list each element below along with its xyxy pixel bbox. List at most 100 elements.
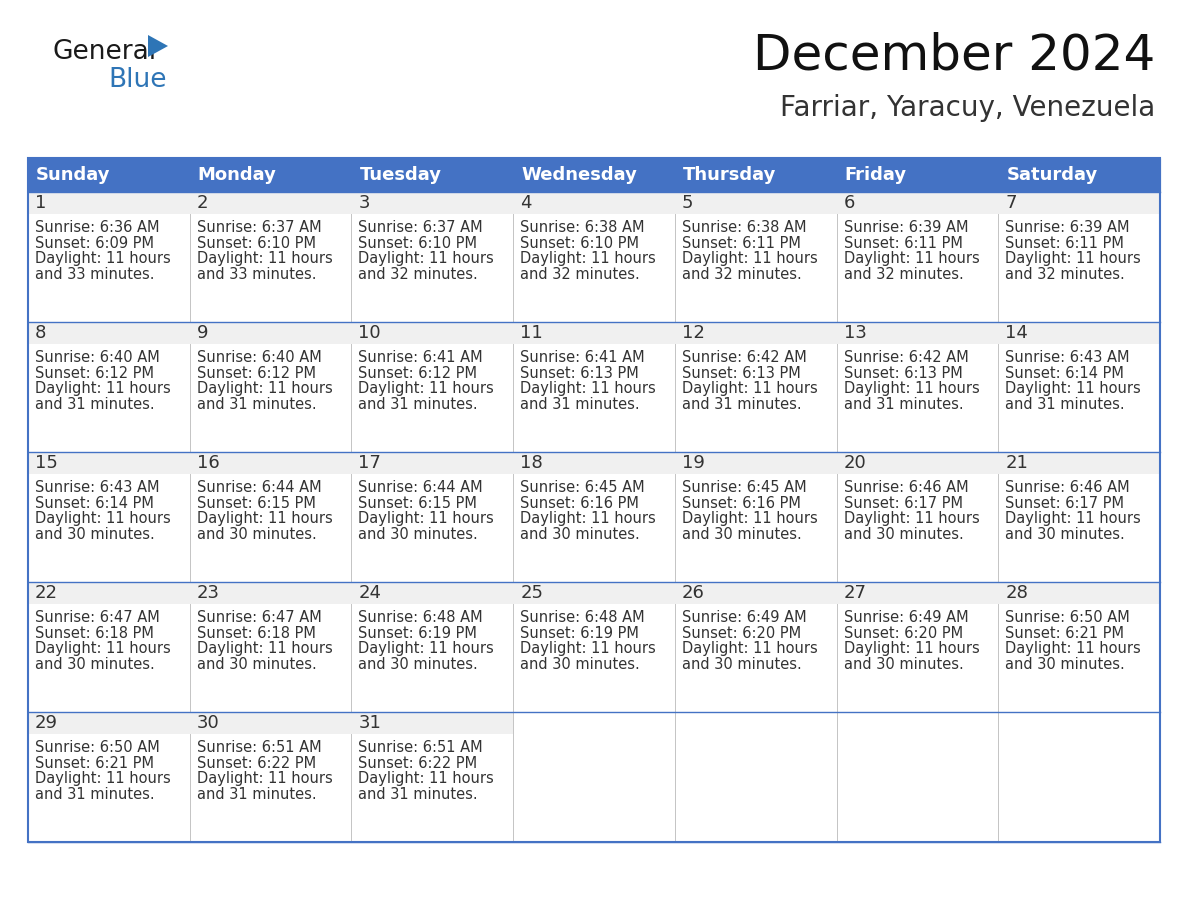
Text: Tuesday: Tuesday	[360, 166, 442, 184]
Text: and 31 minutes.: and 31 minutes.	[34, 397, 154, 412]
Text: and 32 minutes.: and 32 minutes.	[682, 267, 802, 282]
Text: Sunset: 6:10 PM: Sunset: 6:10 PM	[520, 236, 639, 251]
Text: Sunrise: 6:44 AM: Sunrise: 6:44 AM	[197, 480, 321, 496]
Bar	[513, 192, 675, 322]
Bar	[513, 452, 675, 474]
Bar	[190, 322, 352, 452]
Bar	[352, 322, 513, 344]
Text: Sunrise: 6:39 AM: Sunrise: 6:39 AM	[843, 220, 968, 236]
Text: Sunrise: 6:39 AM: Sunrise: 6:39 AM	[1005, 220, 1130, 236]
Text: Daylight: 11 hours: Daylight: 11 hours	[843, 642, 979, 656]
Bar	[513, 192, 675, 214]
Text: Sunset: 6:19 PM: Sunset: 6:19 PM	[520, 626, 639, 641]
Text: and 30 minutes.: and 30 minutes.	[197, 657, 316, 672]
Bar	[836, 452, 998, 474]
Text: Sunset: 6:18 PM: Sunset: 6:18 PM	[34, 626, 154, 641]
Text: and 30 minutes.: and 30 minutes.	[1005, 657, 1125, 672]
Bar	[998, 712, 1159, 842]
Text: Daylight: 11 hours: Daylight: 11 hours	[1005, 642, 1140, 656]
Text: 4: 4	[520, 194, 532, 212]
Bar	[29, 192, 190, 214]
Text: Farriar, Yaracuy, Venezuela: Farriar, Yaracuy, Venezuela	[779, 94, 1155, 122]
Text: 29: 29	[34, 714, 58, 732]
Bar	[29, 452, 190, 474]
Text: Daylight: 11 hours: Daylight: 11 hours	[1005, 382, 1140, 397]
Text: Sunrise: 6:38 AM: Sunrise: 6:38 AM	[520, 220, 645, 236]
Text: Sunset: 6:11 PM: Sunset: 6:11 PM	[682, 236, 801, 251]
Text: and 33 minutes.: and 33 minutes.	[34, 267, 154, 282]
Bar	[998, 192, 1159, 214]
Text: Daylight: 11 hours: Daylight: 11 hours	[1005, 511, 1140, 527]
Text: Sunset: 6:09 PM: Sunset: 6:09 PM	[34, 236, 154, 251]
Text: Sunrise: 6:44 AM: Sunrise: 6:44 AM	[359, 480, 484, 496]
Text: Sunrise: 6:47 AM: Sunrise: 6:47 AM	[34, 610, 159, 625]
Text: 30: 30	[197, 714, 220, 732]
Bar	[190, 192, 352, 322]
Bar	[998, 322, 1159, 452]
Bar	[836, 452, 998, 582]
Bar	[190, 452, 352, 582]
Bar	[352, 712, 513, 734]
Text: Daylight: 11 hours: Daylight: 11 hours	[359, 252, 494, 266]
Text: Sunrise: 6:42 AM: Sunrise: 6:42 AM	[843, 351, 968, 365]
Text: Daylight: 11 hours: Daylight: 11 hours	[197, 642, 333, 656]
Polygon shape	[148, 35, 168, 57]
Text: 9: 9	[197, 324, 208, 342]
Text: 12: 12	[682, 324, 704, 342]
Text: Sunrise: 6:47 AM: Sunrise: 6:47 AM	[197, 610, 322, 625]
Text: and 32 minutes.: and 32 minutes.	[520, 267, 640, 282]
Bar	[998, 158, 1159, 192]
Bar	[352, 192, 513, 214]
Text: Sunrise: 6:50 AM: Sunrise: 6:50 AM	[34, 741, 159, 756]
Text: Daylight: 11 hours: Daylight: 11 hours	[359, 511, 494, 527]
Text: Daylight: 11 hours: Daylight: 11 hours	[843, 511, 979, 527]
Bar	[513, 322, 675, 344]
Text: Daylight: 11 hours: Daylight: 11 hours	[520, 252, 656, 266]
Text: 8: 8	[34, 324, 46, 342]
Bar	[190, 712, 352, 842]
Text: Sunrise: 6:48 AM: Sunrise: 6:48 AM	[359, 610, 484, 625]
Text: and 30 minutes.: and 30 minutes.	[1005, 527, 1125, 542]
Text: 18: 18	[520, 454, 543, 472]
Text: 17: 17	[359, 454, 381, 472]
Text: and 31 minutes.: and 31 minutes.	[197, 787, 316, 802]
Text: Sunrise: 6:45 AM: Sunrise: 6:45 AM	[682, 480, 807, 496]
Text: Sunset: 6:12 PM: Sunset: 6:12 PM	[359, 366, 478, 381]
Text: Sunday: Sunday	[36, 166, 110, 184]
Text: Sunset: 6:21 PM: Sunset: 6:21 PM	[1005, 626, 1124, 641]
Bar	[836, 582, 998, 604]
Bar	[836, 582, 998, 712]
Text: 15: 15	[34, 454, 58, 472]
Text: Sunrise: 6:43 AM: Sunrise: 6:43 AM	[1005, 351, 1130, 365]
Text: Sunset: 6:20 PM: Sunset: 6:20 PM	[843, 626, 962, 641]
Text: 11: 11	[520, 324, 543, 342]
Bar	[352, 158, 513, 192]
Text: Daylight: 11 hours: Daylight: 11 hours	[197, 382, 333, 397]
Text: General: General	[52, 39, 156, 65]
Text: Monday: Monday	[197, 166, 277, 184]
Bar	[29, 582, 190, 712]
Text: 7: 7	[1005, 194, 1017, 212]
Text: 5: 5	[682, 194, 694, 212]
Bar	[998, 452, 1159, 474]
Bar	[836, 192, 998, 214]
Bar	[29, 158, 190, 192]
Text: Sunrise: 6:40 AM: Sunrise: 6:40 AM	[34, 351, 159, 365]
Text: Sunset: 6:15 PM: Sunset: 6:15 PM	[197, 496, 316, 511]
Bar	[352, 582, 513, 604]
Bar	[675, 582, 836, 604]
Text: 1: 1	[34, 194, 46, 212]
Text: Sunrise: 6:48 AM: Sunrise: 6:48 AM	[520, 610, 645, 625]
Text: 2: 2	[197, 194, 208, 212]
Text: and 31 minutes.: and 31 minutes.	[1005, 397, 1125, 412]
Text: 6: 6	[843, 194, 855, 212]
Text: Daylight: 11 hours: Daylight: 11 hours	[682, 252, 817, 266]
Text: Saturday: Saturday	[1006, 166, 1098, 184]
Text: Sunrise: 6:45 AM: Sunrise: 6:45 AM	[520, 480, 645, 496]
Text: Sunrise: 6:49 AM: Sunrise: 6:49 AM	[682, 610, 807, 625]
Text: Sunset: 6:10 PM: Sunset: 6:10 PM	[359, 236, 478, 251]
Text: and 32 minutes.: and 32 minutes.	[1005, 267, 1125, 282]
Text: and 30 minutes.: and 30 minutes.	[359, 657, 479, 672]
Text: Sunset: 6:19 PM: Sunset: 6:19 PM	[359, 626, 478, 641]
Text: 28: 28	[1005, 584, 1028, 602]
